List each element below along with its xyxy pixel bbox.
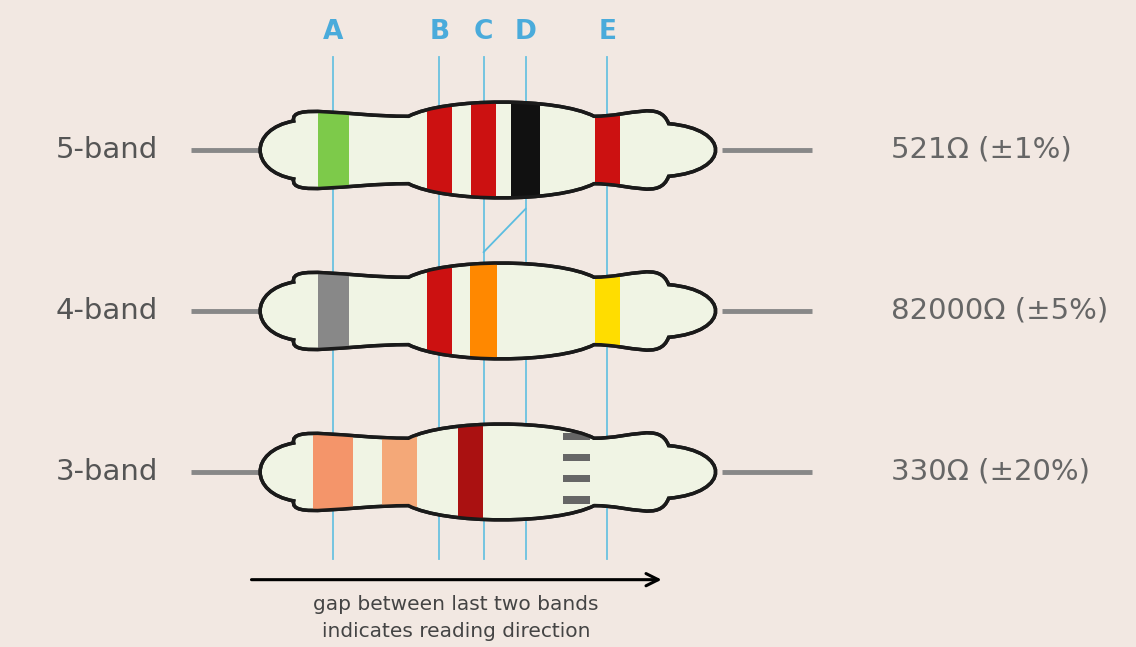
- Bar: [458, 419, 483, 525]
- Bar: [470, 258, 496, 364]
- Bar: [427, 258, 452, 364]
- Bar: [563, 475, 590, 483]
- Bar: [595, 258, 619, 364]
- Bar: [314, 419, 353, 525]
- Bar: [563, 517, 590, 525]
- PathPatch shape: [260, 424, 716, 520]
- Text: A: A: [323, 19, 343, 45]
- Text: 330Ω (±20%): 330Ω (±20%): [891, 458, 1089, 486]
- Text: D: D: [515, 19, 536, 45]
- Bar: [318, 258, 349, 364]
- Text: 82000Ω (±5%): 82000Ω (±5%): [891, 297, 1108, 325]
- Text: 4-band: 4-band: [56, 297, 158, 325]
- PathPatch shape: [260, 263, 716, 359]
- Bar: [563, 454, 590, 461]
- Bar: [563, 433, 590, 441]
- Text: 5-band: 5-band: [56, 136, 158, 164]
- Text: 521Ω (±1%): 521Ω (±1%): [891, 136, 1071, 164]
- Text: B: B: [429, 19, 450, 45]
- Text: E: E: [599, 19, 617, 45]
- Bar: [563, 496, 590, 503]
- PathPatch shape: [260, 102, 716, 198]
- Bar: [595, 97, 619, 203]
- Bar: [511, 97, 540, 203]
- Text: 3-band: 3-band: [56, 458, 158, 486]
- Bar: [471, 97, 495, 203]
- Bar: [382, 419, 417, 525]
- Bar: [318, 97, 349, 203]
- Text: gap between last two bands
indicates reading direction: gap between last two bands indicates rea…: [314, 595, 599, 641]
- Text: C: C: [474, 19, 493, 45]
- Bar: [427, 97, 452, 203]
